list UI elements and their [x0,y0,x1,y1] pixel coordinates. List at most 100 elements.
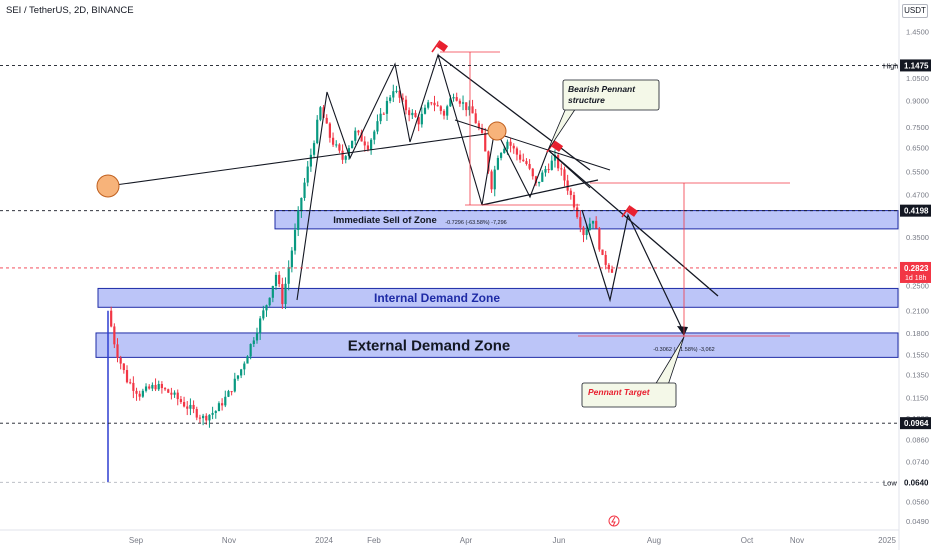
candle-body [449,98,452,107]
candle-body [433,102,436,106]
candle-body [293,229,297,251]
candle-body [585,230,588,236]
time-tick-label: Nov [222,536,236,545]
symbol-title[interactable]: SEI / TetherUS, 2D, BINANCE [6,5,134,16]
candle-body [122,363,125,371]
candle-body [531,168,534,177]
high-label: High [883,61,898,70]
candle-body [471,106,474,114]
time-tick-label: Sep [129,536,144,545]
candle-body [382,113,385,115]
candle-body [236,375,240,379]
zones-layer: Immediate Sell of Zone Internal Demand Zo… [95,210,899,358]
candle-body [306,166,309,183]
candle-body [278,274,281,285]
time-tick-label: Oct [741,536,754,545]
time-tick-label: Apr [460,536,473,545]
candle-body [525,161,528,164]
candle-body [202,415,205,419]
candle-body [379,113,382,122]
price-tick-label: 0.4700 [906,190,929,199]
candle-body [268,297,271,306]
pennant-callout-box [562,79,660,111]
price-tick-label: 1.0500 [906,74,929,83]
candle-body [601,249,604,255]
candles-layer [107,84,614,483]
currency-badge[interactable]: USDT [902,4,928,18]
candle-body [452,97,455,99]
price-tick-label: 0.1350 [906,371,929,380]
candle-body [420,113,423,125]
candle-body [557,155,560,169]
zone-label: Immediate Sell of Zone [333,215,436,226]
candle-body [148,386,151,389]
candle-body [461,102,465,104]
candle-body [363,141,366,146]
candle-body [541,172,544,182]
candle-body [550,160,553,170]
candle-body [325,117,328,124]
candle-body [240,369,243,376]
target-callout-box [581,382,677,408]
measure-label: -0.3062 (-61.58%) -3,062 [653,347,714,353]
candle-body [373,131,376,140]
measure-label: -0.7296 (-63.58%) -7,296 [445,220,506,226]
candle-body [224,396,227,406]
candle-body [160,383,163,389]
candle-body [170,392,173,395]
sell-price-badge: 0.4198 [904,207,929,216]
candle-body [458,100,461,104]
candle-body [138,393,141,397]
candle-body [553,155,557,161]
candle-body [544,169,547,173]
candle-body [227,391,230,397]
price-tick-label: 0.7500 [906,123,929,132]
price-tick-label: 0.0560 [906,498,929,507]
low-label: Low [883,478,897,487]
candle-body [534,176,538,184]
support-price-badge: 0.0964 [904,419,929,428]
flag-cloth [551,140,564,152]
candle-body [116,344,119,358]
candle-body [205,415,208,421]
candle-body [503,148,506,154]
price-tick-label: 0.3500 [906,233,929,242]
pennant-callout-text: Bearish Pennant [568,84,636,94]
candle-body [468,106,471,111]
candle-body [125,370,129,383]
candle-body [211,412,214,415]
price-tick-label: 0.6500 [906,144,929,153]
time-tick-label: Jun [553,536,566,545]
candle-body [274,274,278,286]
candle-body [404,99,408,111]
candle-body [579,217,582,228]
zone-label: External Demand Zone [348,338,511,355]
pennant-callout-pointer [547,107,577,151]
candle-body [439,106,442,111]
candle-body [319,107,322,120]
candle-body [300,197,303,211]
candle-body [610,269,614,273]
candle-body [604,254,607,265]
candle-body [417,117,420,125]
candle-body [217,403,221,412]
price-axis[interactable]: 1.4500 1.0500 0.9000 0.7500 0.6500 0.5500 0.47… [883,0,931,550]
candle-body [246,356,249,364]
candle-body [135,390,138,394]
candle-body [309,154,312,167]
candle-body [144,386,148,391]
candle-body [119,357,122,364]
candle-body [284,283,287,305]
candle-body [566,180,569,191]
time-axis[interactable]: Sep Nov 2024 Feb Apr Jun Aug Oct Nov 2025 [0,515,899,545]
candle-body [214,411,217,413]
candle-body [233,378,236,392]
candle-body [129,382,132,384]
candle-body [335,144,338,146]
candle-body [398,90,401,98]
candle-body [572,195,576,208]
candle-body [528,163,531,169]
candle-body [176,392,179,400]
candle-body [519,154,522,160]
